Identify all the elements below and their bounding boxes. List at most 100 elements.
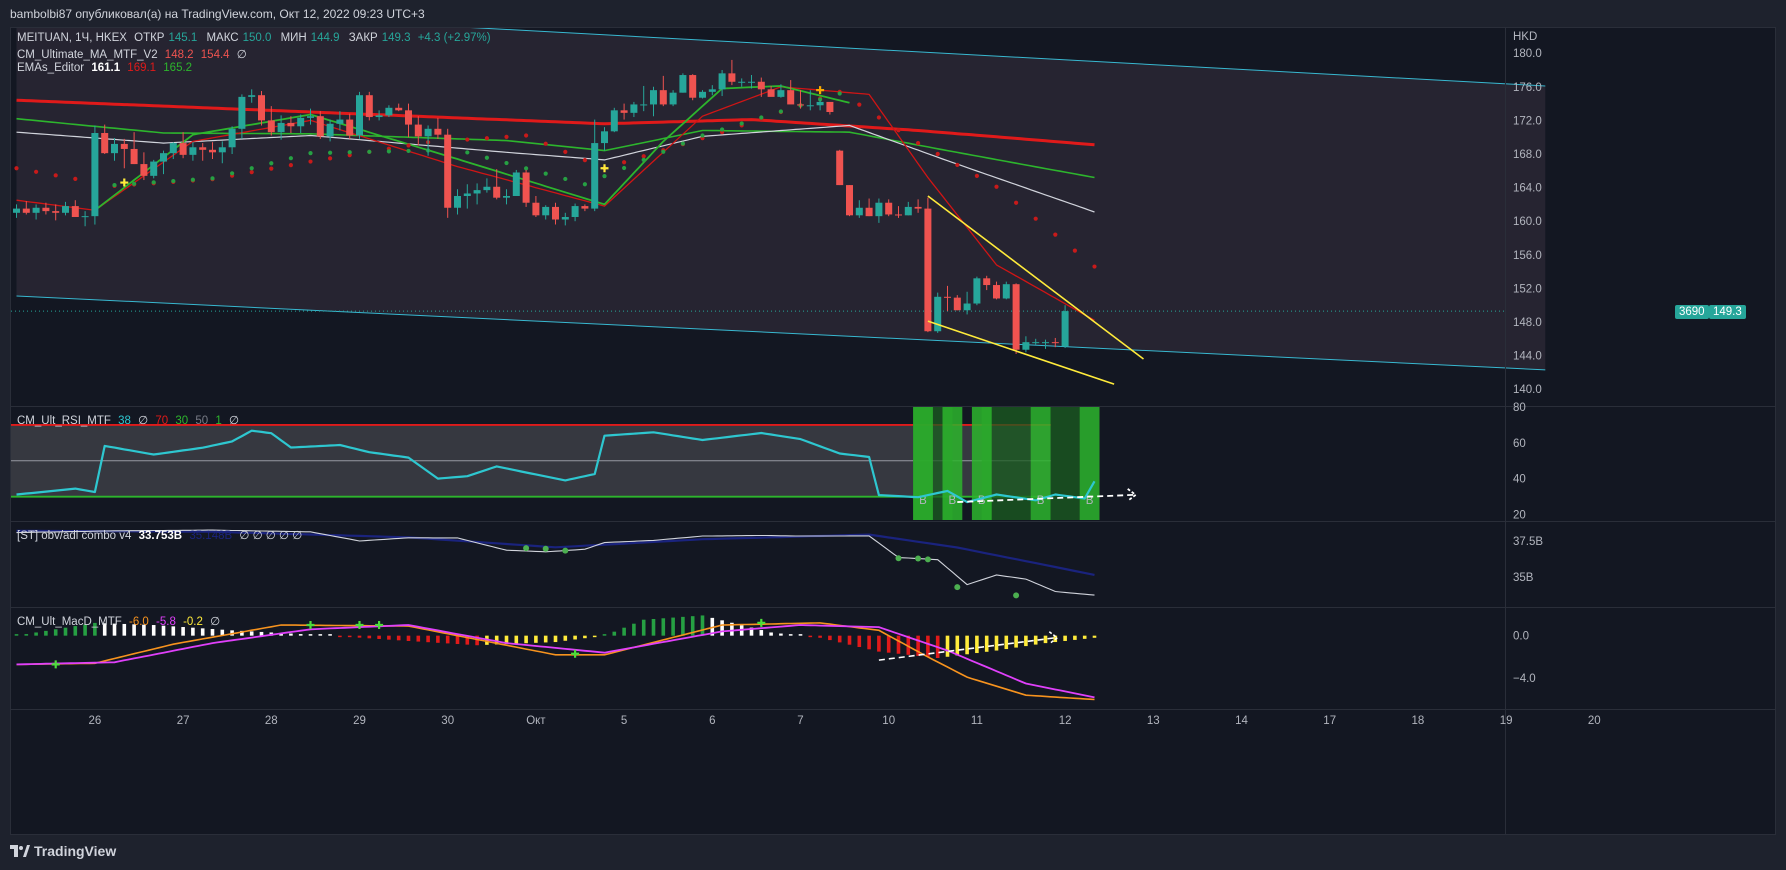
trend-dot <box>269 161 274 166</box>
macd-value-1: -6.0 <box>129 616 149 628</box>
chart-svg[interactable]: HKD180.0176.0172.0168.0164.0160.0156.015… <box>11 28 1775 834</box>
candle-body <box>708 89 716 92</box>
time-axis-tick: 28 <box>265 715 278 727</box>
macd-cross-marker <box>757 618 766 627</box>
trend-dot <box>1014 200 1019 205</box>
trend-dot <box>504 160 509 166</box>
trend-dot <box>837 91 842 96</box>
macd-histogram-bar <box>984 635 989 652</box>
macd-histogram-bar <box>965 635 969 655</box>
time-axis-tick: 18 <box>1412 715 1425 727</box>
obv-indicator-name: [ST] obv/adl combo v4 <box>17 530 132 542</box>
price-axis-tick: 140.0 <box>1513 384 1542 396</box>
candle-body <box>571 206 579 217</box>
candle-body <box>434 128 442 135</box>
candle-body <box>444 134 452 208</box>
candle-body <box>218 147 226 153</box>
candle-body <box>52 211 60 213</box>
tradingview-brand[interactable]: TradingView <box>34 843 117 859</box>
change-value: +4.3 (+2.97%) <box>417 32 491 44</box>
trend-dot <box>328 150 333 155</box>
candle-body <box>659 90 667 105</box>
ema-legend[interactable]: EMAs_Editor 161.1 169.1 165.2 <box>17 62 196 74</box>
ma-value-2: 154.4 <box>200 49 230 61</box>
macd-histogram-bar <box>534 635 538 643</box>
candle-body <box>1032 342 1040 344</box>
trend-dot <box>249 170 254 175</box>
candle-body <box>71 206 79 217</box>
trend-dot <box>582 157 588 163</box>
cross-marker <box>816 86 825 95</box>
rsi-legend[interactable]: CM_Ult_RSI_MTF 38 ∅ 70 30 50 1 ∅ <box>17 413 243 427</box>
macd-histogram-bar <box>994 635 999 651</box>
macd-value-4: ∅ <box>210 616 221 628</box>
high-value: 150.0 <box>242 32 272 44</box>
symbol-label[interactable]: MEITUAN, 1Ч, HKEX <box>17 32 127 44</box>
macd-histogram-bar <box>445 635 450 644</box>
obv-legend[interactable]: [ST] obv/adl combo v4 33.753B 35.148B ∅ … <box>17 528 306 542</box>
time-axis-tick: 17 <box>1323 715 1336 727</box>
macd-histogram-bar <box>347 635 352 638</box>
trend-dot <box>406 143 411 148</box>
candle-body <box>777 90 785 97</box>
trend-dot <box>622 165 627 171</box>
rsi-value-1: 38 <box>118 415 131 427</box>
macd-histogram-bar <box>828 635 832 641</box>
macd-histogram-bar <box>83 624 87 636</box>
price-axis-tick: 176.0 <box>1513 82 1542 94</box>
trend-dot <box>661 149 666 154</box>
ema-value-3: 165.2 <box>163 62 193 74</box>
macd-histogram-bar <box>289 633 293 636</box>
candle-body <box>179 143 187 155</box>
trend-dot <box>504 134 509 139</box>
candle-body <box>532 202 540 216</box>
obv-line <box>16 529 1095 596</box>
candle-body <box>944 296 951 298</box>
cross-marker <box>120 178 129 187</box>
macd-histogram-bar <box>975 635 979 654</box>
chart-frame[interactable]: HKD 180.0 176.0 172.0 168.0 164.0 160.0 156.0 15… <box>10 27 1776 835</box>
current-price-badge: 149.3 <box>1709 305 1746 319</box>
rsi-signal-letter: B <box>1086 495 1094 507</box>
ma-legend[interactable]: CM_Ultimate_MA_MTF_V2 148.2 154.4 ∅ <box>17 47 251 61</box>
ma-value-1: 148.2 <box>164 49 194 61</box>
volume-badge: 3690 <box>1675 305 1709 319</box>
macd-histogram-bar <box>112 623 117 636</box>
candle-body <box>699 91 706 98</box>
candle-body <box>307 116 314 118</box>
macd-histogram-bar <box>14 634 19 636</box>
candle-body <box>797 104 804 106</box>
trend-dot <box>700 133 705 138</box>
macd-histogram-bar <box>563 635 568 641</box>
macd-legend[interactable]: CM_Ult_MacD_MTF -6.0 -5.8 -0.2 ∅ <box>17 614 224 628</box>
close-label: ЗАКР <box>348 32 378 44</box>
macd-cross-marker <box>375 621 384 630</box>
time-axis-tick: 12 <box>1059 715 1072 727</box>
macd-histogram-bar <box>181 627 185 636</box>
obv-value-1: 33.753B <box>138 530 183 542</box>
trend-dot <box>269 166 274 171</box>
obv-signal-dot <box>542 545 549 552</box>
trend-channel-upper <box>470 28 1546 87</box>
macd-histogram-bar <box>759 630 764 636</box>
macd-histogram-bar <box>769 632 773 636</box>
candle-body <box>522 172 530 203</box>
rsi-line <box>16 429 1096 504</box>
candle-body <box>865 207 873 217</box>
trend-dot <box>602 174 607 179</box>
macd-histogram-bar <box>220 629 225 636</box>
trend-dot <box>543 141 548 146</box>
macd-histogram-bar <box>543 635 548 643</box>
candle-body <box>601 131 608 144</box>
trend-dot <box>406 148 411 154</box>
trend-dot <box>543 171 548 176</box>
macd-histogram-bar <box>406 635 411 641</box>
macd-histogram-bar <box>1004 635 1009 650</box>
trend-dot <box>1033 216 1038 221</box>
candle-body <box>914 206 922 209</box>
macd-histogram-bar <box>151 625 156 636</box>
trend-dot <box>778 109 784 114</box>
candle-body <box>160 153 167 162</box>
high-label: МАКС <box>206 32 239 44</box>
trend-dot <box>34 169 39 174</box>
